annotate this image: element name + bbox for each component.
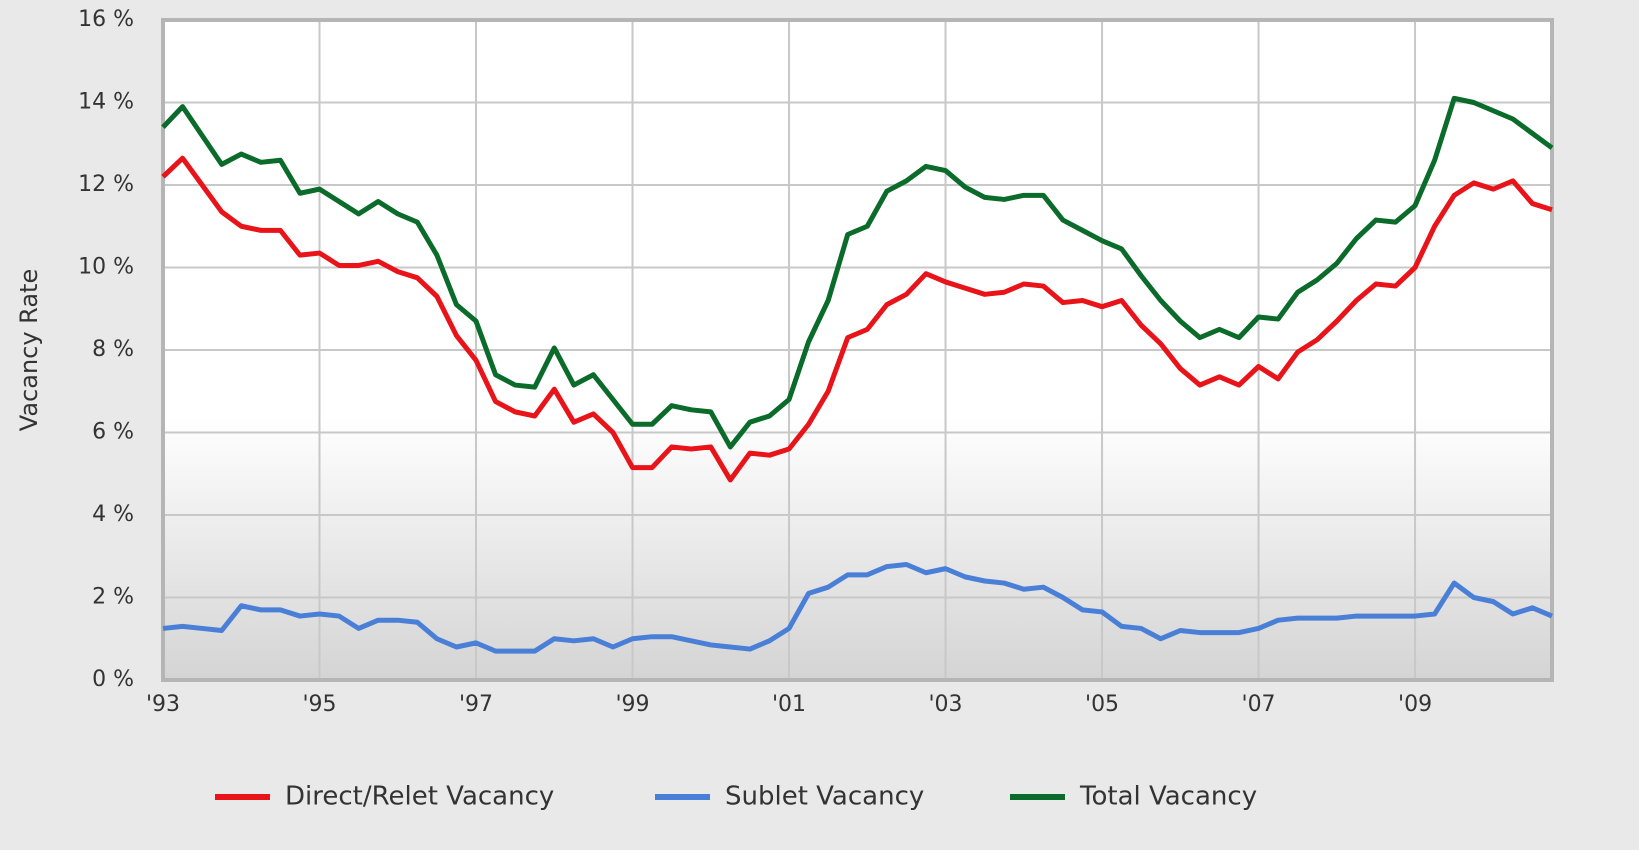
y-axis-label: Vacancy Rate (15, 269, 43, 431)
y-tick-label: 14 % (78, 90, 134, 115)
y-tick-label: 16 % (78, 7, 134, 32)
x-tick-label: '95 (302, 692, 336, 717)
x-tick-label: '05 (1085, 692, 1119, 717)
x-tick-label: '01 (772, 692, 806, 717)
y-tick-label: 2 % (92, 585, 134, 610)
y-tick-label: 8 % (92, 337, 134, 362)
y-tick-label: 4 % (92, 502, 134, 527)
y-tick-label: 10 % (78, 255, 134, 280)
plot-border (161, 18, 1554, 682)
legend-label: Direct/Relet Vacancy (285, 782, 554, 812)
y-tick-label: 0 % (92, 667, 134, 692)
x-tick-label: '03 (929, 692, 963, 717)
line (161, 95, 1554, 450)
line (161, 155, 1553, 483)
legend-label: Sublet Vacancy (725, 782, 924, 812)
line (162, 562, 1553, 654)
y-tick-label: 6 % (92, 420, 134, 445)
x-tick-label: '93 (146, 692, 180, 717)
legend-label: Total Vacancy (1079, 782, 1257, 812)
x-tick-label: '09 (1398, 692, 1432, 717)
x-tick-label: '97 (459, 692, 493, 717)
x-tick-label: '99 (615, 692, 649, 717)
y-tick-label: 12 % (78, 172, 134, 197)
x-tick-label: '07 (1242, 692, 1276, 717)
